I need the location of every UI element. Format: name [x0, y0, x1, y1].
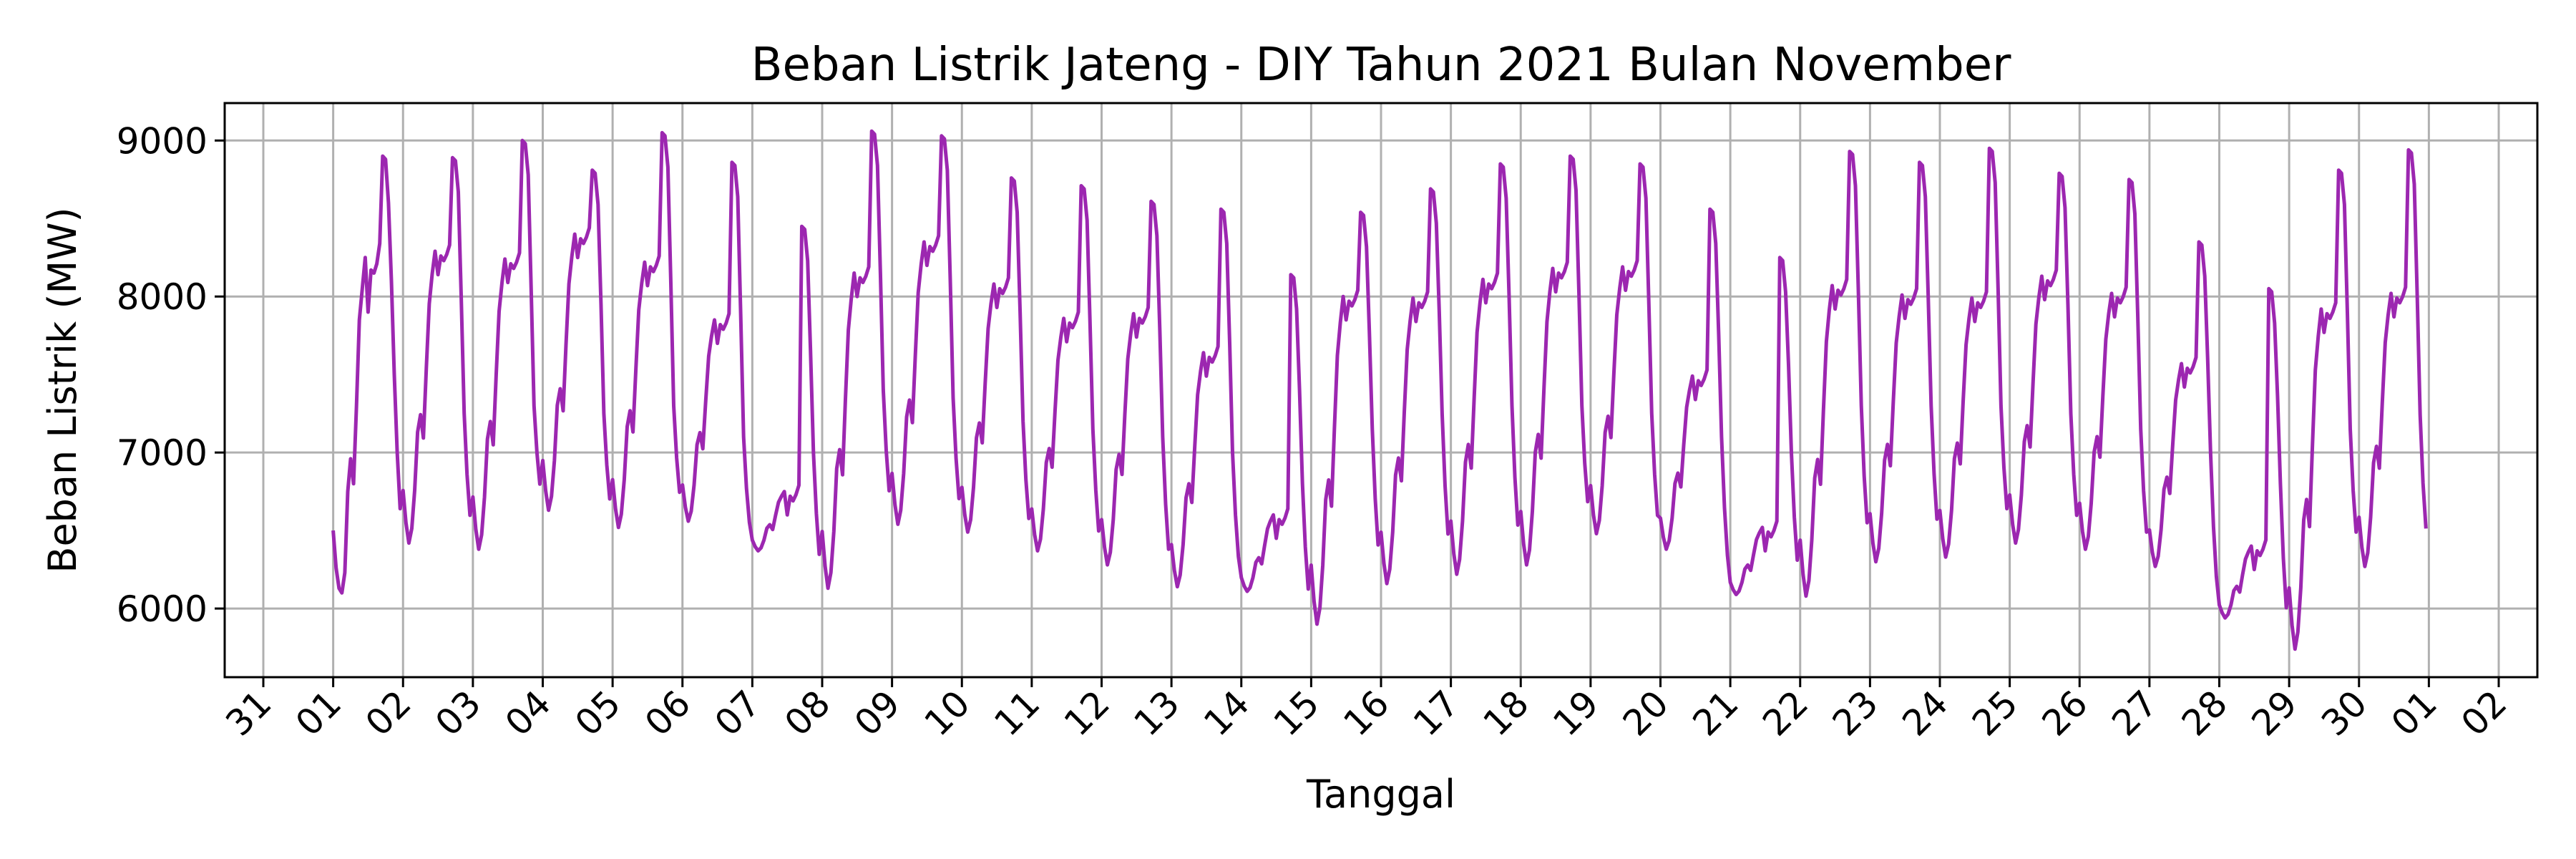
data-layer [331, 129, 2428, 651]
x-tick-label: 01 [2384, 682, 2445, 744]
y-tick-label: 6000 [117, 588, 208, 630]
x-tick-label: 12 [1056, 682, 1118, 744]
tick-layer: 31 01 02 03 04 05 06 07 08 09 10 11 12 13 14 15 16 17 18 19… [117, 120, 2515, 744]
x-tick-label: 16 [1335, 682, 1397, 744]
x-tick-label: 19 [1545, 682, 1606, 744]
x-axis-label: Tanggal [1306, 772, 1455, 817]
x-tick-label: 02 [2453, 682, 2514, 744]
x-tick-label: 31 [218, 682, 279, 744]
x-tick-label: 17 [1405, 682, 1467, 744]
x-tick-label: 08 [776, 682, 838, 744]
chart-title: Beban Listrik Jateng - DIY Tahun 2021 Bu… [751, 39, 2012, 92]
y-tick-label: 7000 [117, 432, 208, 474]
x-tick-label: 10 [917, 682, 978, 744]
x-tick-label: 23 [1825, 682, 1886, 744]
x-tick-label: 15 [1266, 682, 1327, 744]
x-tick-label: 26 [2034, 682, 2096, 744]
grid-layer [225, 103, 2537, 677]
x-tick-label: 28 [2174, 682, 2235, 744]
x-tick-label: 29 [2244, 682, 2306, 744]
x-tick-label: 30 [2313, 682, 2375, 744]
x-tick-label: 09 [847, 682, 908, 744]
x-tick-label: 13 [1126, 682, 1188, 744]
x-tick-label: 27 [2104, 682, 2165, 744]
y-tick-label: 8000 [117, 276, 208, 318]
x-tick-label: 24 [1894, 682, 1956, 744]
x-tick-label: 25 [1964, 682, 2026, 744]
x-tick-label: 20 [1615, 682, 1677, 744]
x-tick-label: 01 [288, 682, 349, 744]
x-tick-label: 22 [1755, 682, 1816, 744]
x-tick-label: 02 [358, 682, 419, 744]
y-tick-label: 9000 [117, 120, 208, 162]
x-tick-label: 18 [1475, 682, 1537, 744]
y-axis-label: Beban Listrik (MW) [40, 207, 85, 573]
x-tick-label: 05 [567, 682, 629, 744]
load-series-line [331, 129, 2428, 651]
x-tick-label: 04 [497, 682, 559, 744]
x-tick-label: 07 [707, 682, 769, 744]
x-tick-label: 14 [1196, 682, 1257, 744]
x-tick-label: 03 [427, 682, 489, 744]
x-tick-label: 06 [637, 682, 698, 744]
x-tick-label: 11 [986, 682, 1048, 744]
x-tick-label: 21 [1685, 682, 1747, 744]
